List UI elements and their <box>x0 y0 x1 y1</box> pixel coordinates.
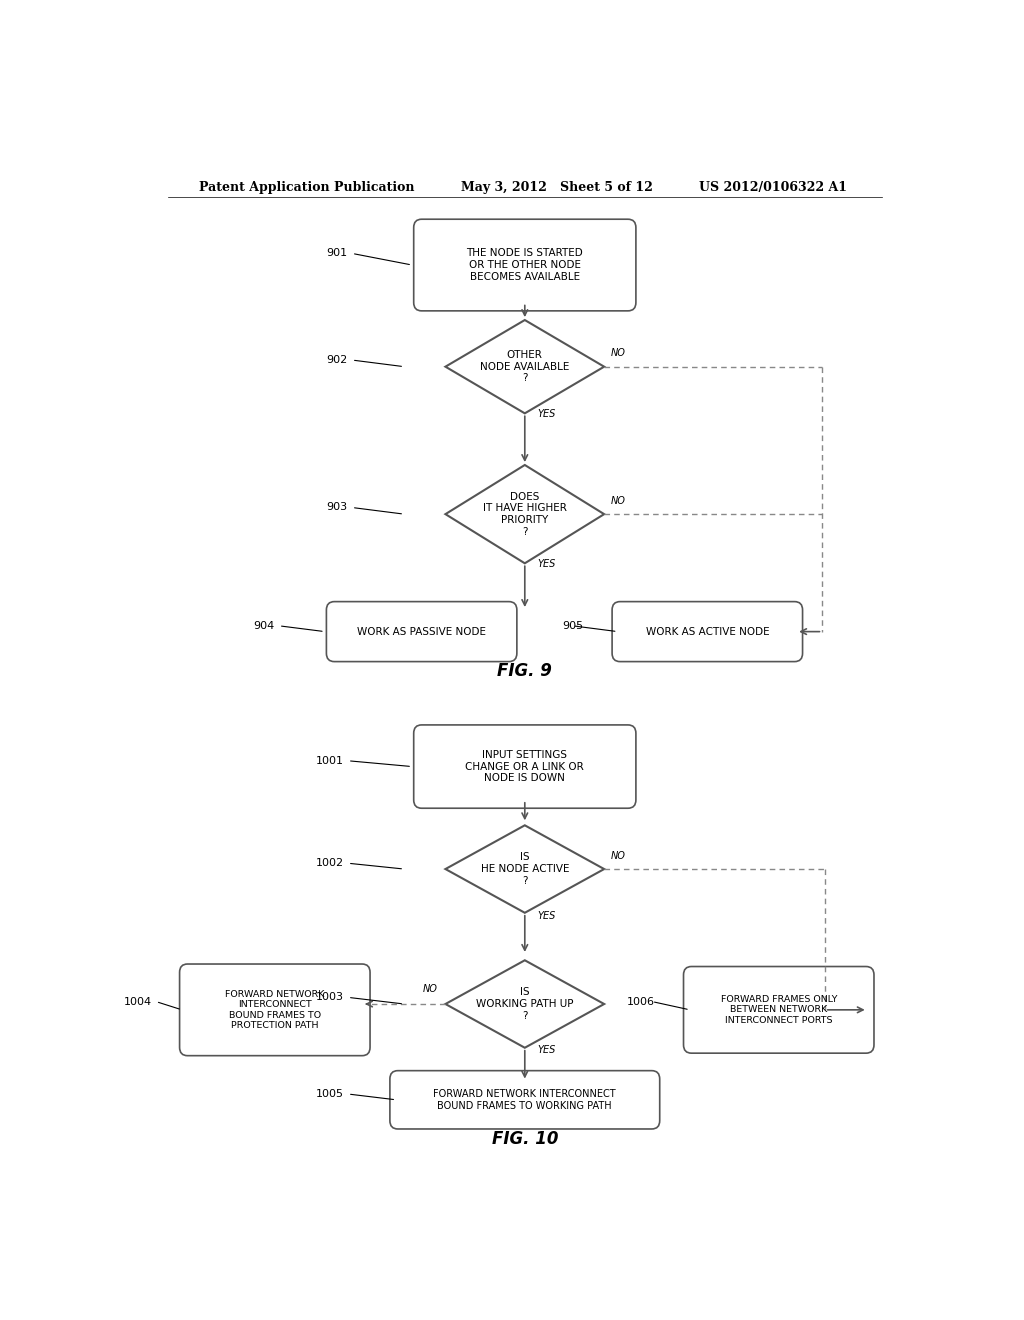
Text: NO: NO <box>610 496 626 506</box>
Text: IS
WORKING PATH UP
?: IS WORKING PATH UP ? <box>476 987 573 1020</box>
Polygon shape <box>445 960 604 1048</box>
Text: FORWARD FRAMES ONLY
BETWEEN NETWORK
INTERCONNECT PORTS: FORWARD FRAMES ONLY BETWEEN NETWORK INTE… <box>721 995 837 1024</box>
Polygon shape <box>445 825 604 913</box>
Text: 1001: 1001 <box>315 756 344 766</box>
Text: 1005: 1005 <box>315 1089 344 1100</box>
Text: 901: 901 <box>327 248 348 259</box>
Text: IS
HE NODE ACTIVE
?: IS HE NODE ACTIVE ? <box>480 853 569 886</box>
FancyBboxPatch shape <box>179 964 370 1056</box>
Text: 903: 903 <box>327 503 348 512</box>
Text: US 2012/0106322 A1: US 2012/0106322 A1 <box>699 181 848 194</box>
Text: OTHER
NODE AVAILABLE
?: OTHER NODE AVAILABLE ? <box>480 350 569 383</box>
FancyBboxPatch shape <box>390 1071 659 1129</box>
Text: FORWARD NETWORK
INTERCONNECT
BOUND FRAMES TO
PROTECTION PATH: FORWARD NETWORK INTERCONNECT BOUND FRAME… <box>225 990 325 1030</box>
Text: YES: YES <box>538 911 556 921</box>
Text: INPUT SETTINGS
CHANGE OR A LINK OR
NODE IS DOWN: INPUT SETTINGS CHANGE OR A LINK OR NODE … <box>466 750 584 783</box>
Text: FIG. 10: FIG. 10 <box>492 1130 558 1148</box>
Text: YES: YES <box>538 409 556 420</box>
Text: NO: NO <box>610 850 626 861</box>
FancyBboxPatch shape <box>612 602 803 661</box>
Text: 1003: 1003 <box>315 993 344 1002</box>
Text: Patent Application Publication: Patent Application Publication <box>200 181 415 194</box>
Text: 1004: 1004 <box>124 997 152 1007</box>
Text: 904: 904 <box>254 620 274 631</box>
FancyBboxPatch shape <box>414 725 636 808</box>
Text: DOES
IT HAVE HIGHER
PRIORITY
?: DOES IT HAVE HIGHER PRIORITY ? <box>483 492 566 536</box>
Text: 902: 902 <box>327 355 348 366</box>
Text: THE NODE IS STARTED
OR THE OTHER NODE
BECOMES AVAILABLE: THE NODE IS STARTED OR THE OTHER NODE BE… <box>466 248 584 281</box>
FancyBboxPatch shape <box>684 966 873 1053</box>
Text: NO: NO <box>423 983 437 994</box>
Polygon shape <box>445 465 604 564</box>
Text: 1002: 1002 <box>315 858 344 869</box>
Text: FIG. 9: FIG. 9 <box>498 661 552 680</box>
Text: YES: YES <box>538 560 556 569</box>
FancyBboxPatch shape <box>414 219 636 312</box>
Text: 1006: 1006 <box>627 997 654 1007</box>
Polygon shape <box>445 319 604 413</box>
Text: May 3, 2012   Sheet 5 of 12: May 3, 2012 Sheet 5 of 12 <box>461 181 653 194</box>
Text: NO: NO <box>610 348 626 358</box>
FancyBboxPatch shape <box>327 602 517 661</box>
Text: FORWARD NETWORK INTERCONNECT
BOUND FRAMES TO WORKING PATH: FORWARD NETWORK INTERCONNECT BOUND FRAME… <box>433 1089 616 1110</box>
Text: WORK AS ACTIVE NODE: WORK AS ACTIVE NODE <box>645 627 769 636</box>
Text: YES: YES <box>538 1045 556 1055</box>
Text: 905: 905 <box>562 620 584 631</box>
Text: WORK AS PASSIVE NODE: WORK AS PASSIVE NODE <box>357 627 486 636</box>
